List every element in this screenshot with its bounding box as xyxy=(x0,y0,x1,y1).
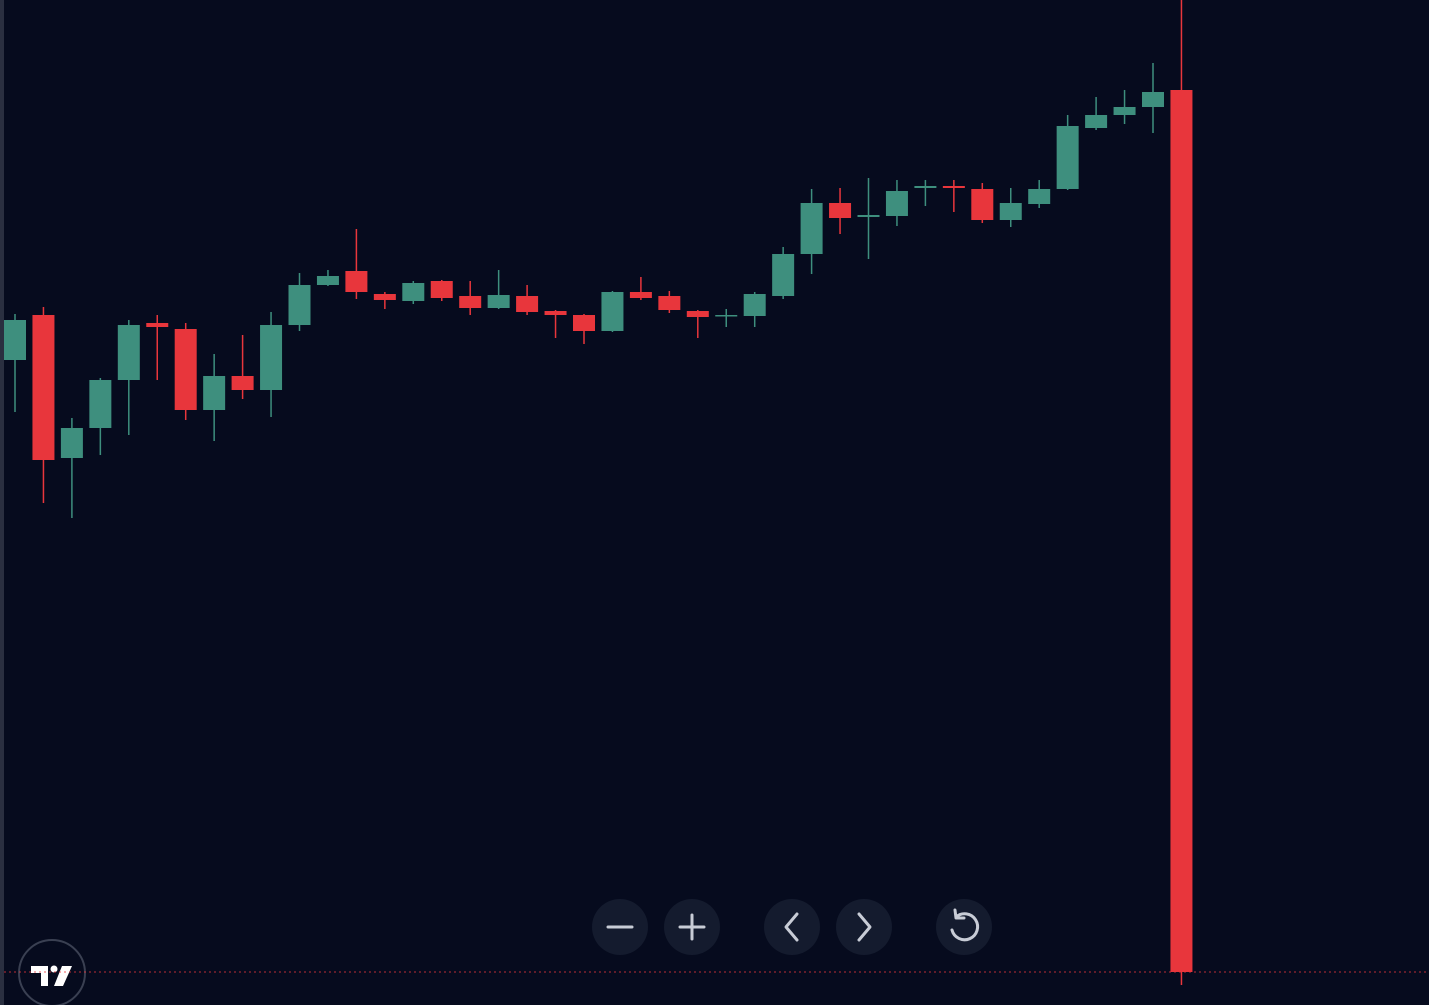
candle-body xyxy=(601,292,624,331)
candle-body xyxy=(999,203,1022,220)
candle-body xyxy=(32,315,55,460)
candle-body xyxy=(573,315,595,331)
candle-body xyxy=(345,271,368,292)
zoom-out-button[interactable] xyxy=(592,899,648,955)
candle-body xyxy=(772,254,795,296)
candles xyxy=(4,0,1193,985)
candle-body xyxy=(942,186,965,188)
zoom-in-button[interactable] xyxy=(664,899,720,955)
candle-body xyxy=(373,294,396,300)
candle-body xyxy=(117,325,140,380)
candle-body xyxy=(459,296,482,308)
candle-body xyxy=(316,276,339,285)
candle-body xyxy=(516,296,539,312)
reset-button[interactable] xyxy=(936,899,992,955)
candle-body xyxy=(658,296,681,310)
candle-body xyxy=(715,315,738,317)
candle-body xyxy=(1142,92,1164,107)
left-border xyxy=(0,0,4,1005)
candle-body xyxy=(430,281,453,298)
candle-body xyxy=(60,428,83,458)
candle-body xyxy=(1028,189,1051,204)
candle-body xyxy=(1085,115,1108,128)
candle-body xyxy=(544,311,567,315)
candle-body xyxy=(487,295,510,308)
candle-body xyxy=(288,285,311,325)
candle-body xyxy=(800,203,823,254)
candle-body xyxy=(260,325,283,390)
candle-body xyxy=(857,215,880,217)
candle-body xyxy=(231,376,254,390)
candle-body xyxy=(1170,90,1193,972)
candle-body xyxy=(146,323,169,327)
logo[interactable] xyxy=(18,939,86,1005)
candle-body xyxy=(971,189,994,220)
controls xyxy=(592,899,992,955)
candle-body xyxy=(686,311,709,317)
scroll-right-button[interactable] xyxy=(836,899,892,955)
candle-body xyxy=(89,380,112,428)
candle-body xyxy=(1113,107,1136,115)
candle-body xyxy=(1056,126,1079,189)
candle-body xyxy=(629,292,652,298)
scroll-left-button[interactable] xyxy=(764,899,820,955)
candle-body xyxy=(174,329,197,410)
candle-body xyxy=(402,283,425,301)
candle-body xyxy=(914,186,937,188)
candle-body xyxy=(743,294,766,316)
candle-body xyxy=(885,191,908,216)
candle-body xyxy=(203,376,226,410)
candle-body xyxy=(829,203,852,218)
candle-body xyxy=(4,320,26,360)
